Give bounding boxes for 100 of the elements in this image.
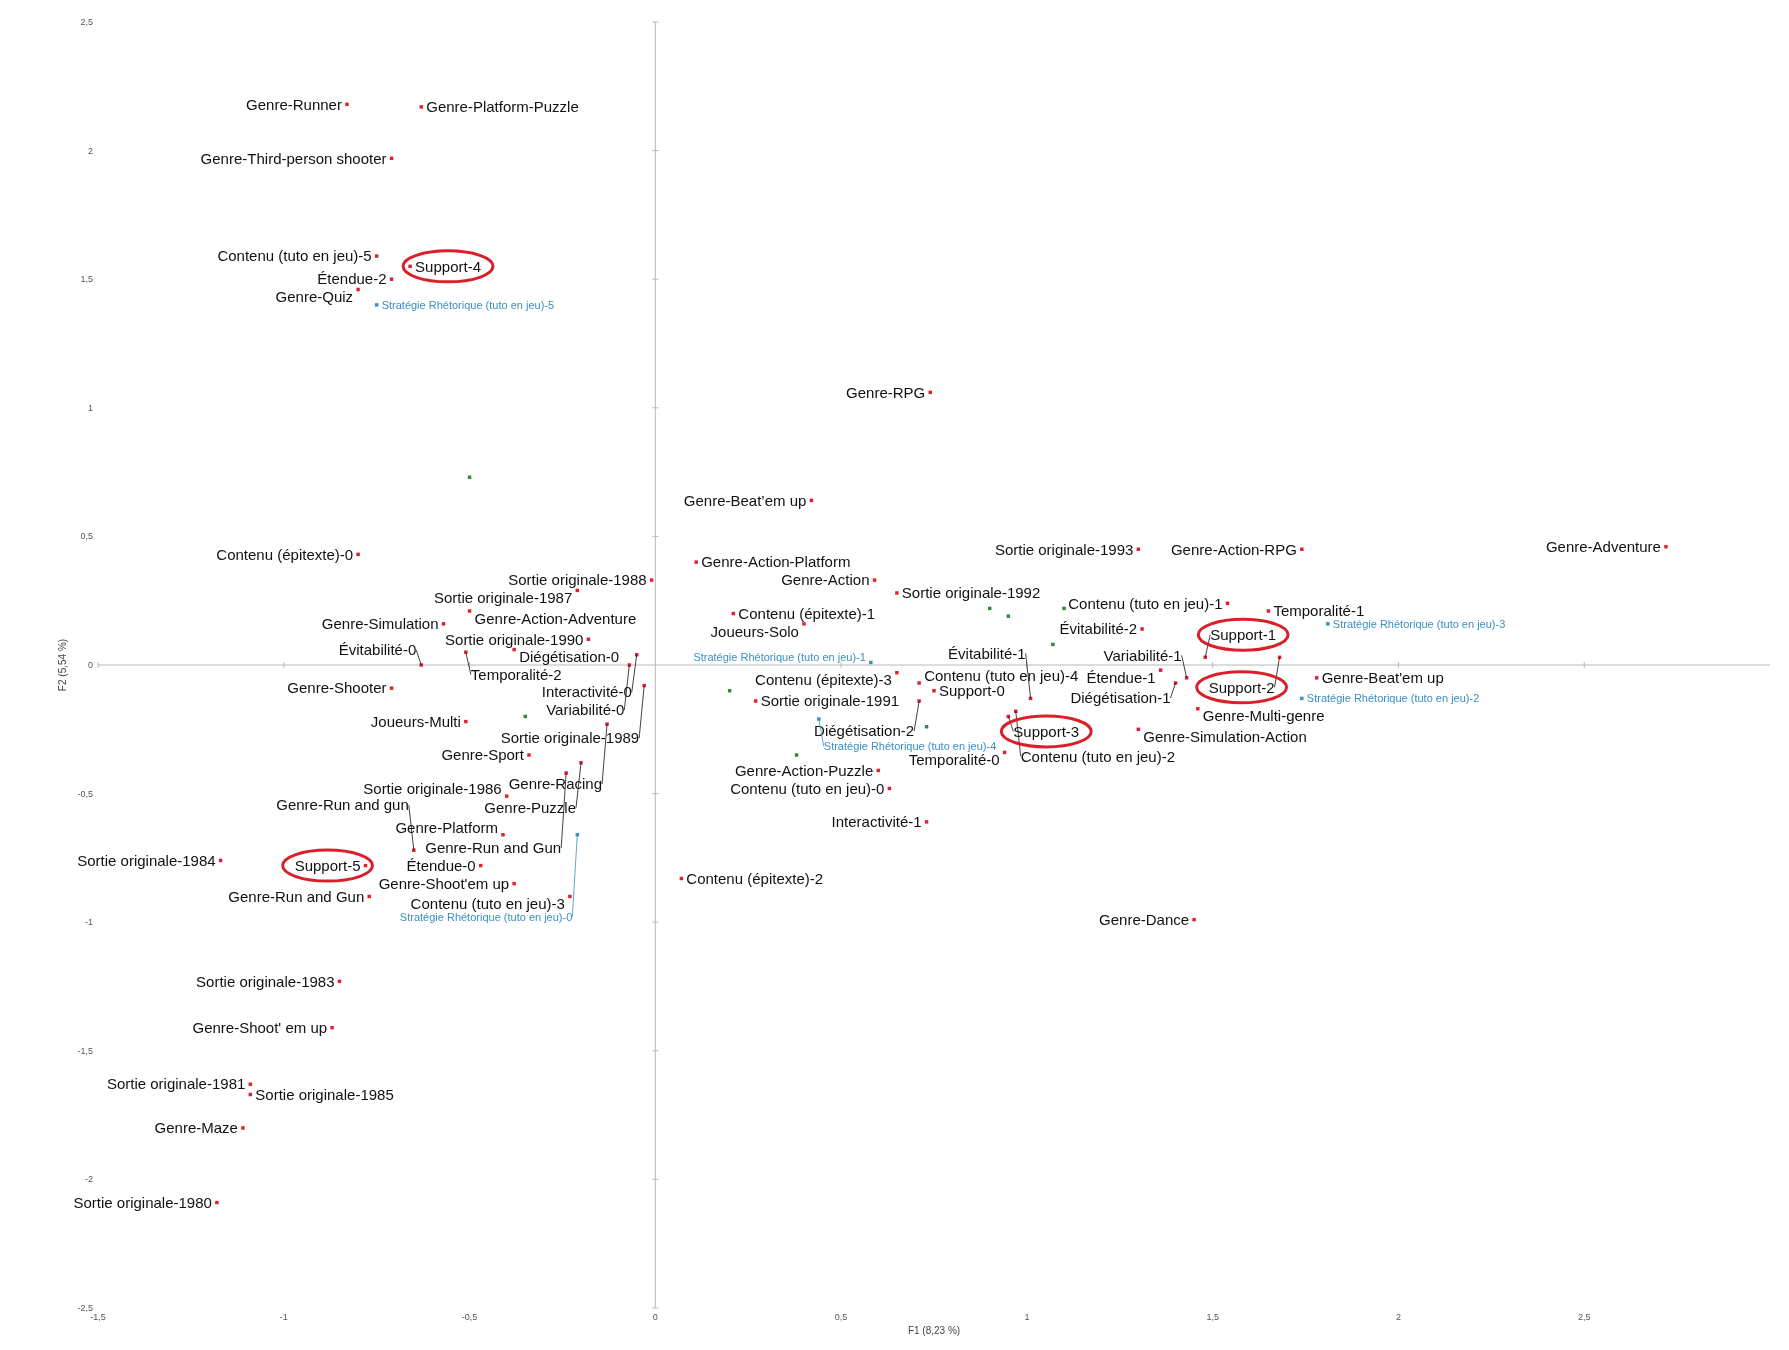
annotation: Genre-Shooter xyxy=(287,679,387,697)
y-axis-title: F2 (5,54 %) xyxy=(57,638,68,692)
annotation: Genre-Platform xyxy=(395,818,499,836)
annotation: Stratégie Rhétorique (tuto en jeu)-3 xyxy=(1332,617,1506,630)
x-tick-label: 2 xyxy=(1395,1312,1401,1322)
annotation: Genre-Third-person shooter xyxy=(200,149,387,167)
annotation: Sortie originale-1981 xyxy=(106,1075,246,1093)
annotation: Genre-Platform-Puzzle xyxy=(426,98,579,116)
y-tick-label: 2 xyxy=(87,145,93,156)
annotation: Joueurs-Solo xyxy=(710,622,799,640)
point xyxy=(817,717,821,721)
annotation: Genre-Action xyxy=(781,571,870,589)
annotation: Genre-Simulation-Action xyxy=(1143,728,1307,746)
annotation: Contenu (tuto en jeu)-0 xyxy=(730,779,885,797)
y-tick-label: -1 xyxy=(84,917,93,928)
annotation: Contenu (tuto en jeu)-1 xyxy=(1068,594,1223,612)
annotation: Interactivité-1 xyxy=(831,813,922,831)
annotation: Variabilité-0 xyxy=(546,701,625,719)
annotation: Genre-Adventure xyxy=(1545,537,1661,555)
annotation: Genre-Maze xyxy=(154,1119,238,1137)
annotation: Joueurs-Multi xyxy=(370,712,461,730)
annotation: Genre-Beat'em up xyxy=(1321,669,1444,687)
annotation: Sortie originale-1993 xyxy=(994,540,1134,558)
annotation: Genre-Action-Adventure xyxy=(474,609,637,627)
annotation: Sortie originale-1985 xyxy=(255,1085,394,1103)
annotation: Genre-Shoot'em up xyxy=(378,874,510,892)
annotation: Sortie originale-1989 xyxy=(500,729,640,747)
annotation: Interactivité-0 xyxy=(541,683,632,701)
annotation: Évitabilité-0 xyxy=(338,641,417,659)
annotation: Support-4 xyxy=(415,257,481,275)
annotation: Genre-Sport xyxy=(441,746,525,764)
y-tick-label: 0,5 xyxy=(80,531,93,542)
annotation: Support-1 xyxy=(1210,626,1277,644)
annotation: Genre-Multi-genre xyxy=(1202,707,1325,725)
annotation: Sortie originale-1988 xyxy=(508,571,647,589)
annotation: Stratégie Rhétorique (tuto en jeu)-2 xyxy=(1306,692,1480,705)
y-tick-label: 1,5 xyxy=(80,274,93,285)
annotation: Genre-Run and Gun xyxy=(425,839,562,857)
annotation: Sortie originale-1983 xyxy=(196,972,335,990)
annotation: Genre-Runner xyxy=(246,95,342,113)
point xyxy=(1006,614,1011,618)
annotation: Contenu (tuto en jeu)-3 xyxy=(410,895,565,913)
annotation: Sortie originale-1984 xyxy=(77,851,216,869)
annotation: Genre-Action-Platform xyxy=(701,553,851,571)
y-tick-label: -0,5 xyxy=(77,788,93,799)
annotation: Genre-Run and gun xyxy=(276,796,409,814)
annotation: Sortie originale-1980 xyxy=(73,1193,212,1211)
annotation: Genre-Run and Gun xyxy=(228,887,365,905)
annotation: Genre-Action-Puzzle xyxy=(734,761,874,779)
annotation: Stratégie Rhétorique (tuto en jeu)-4 xyxy=(823,740,997,753)
annotation: Contenu (épitexte)-1 xyxy=(738,604,876,622)
point xyxy=(1300,696,1304,701)
point xyxy=(1326,622,1330,626)
annotation: Étendue-1 xyxy=(1086,668,1156,686)
annotation: Sortie originale-1991 xyxy=(760,692,900,710)
x-axis-title: F1 (8,23 %) xyxy=(907,1325,961,1336)
annotation: Support-3 xyxy=(1013,722,1080,740)
x-tick-label: 1,5 xyxy=(1206,1312,1219,1322)
annotation: Temporalité-2 xyxy=(470,665,562,683)
annotation: Temporalité-1 xyxy=(1273,602,1365,620)
annotation: Contenu (épitexte)-0 xyxy=(216,545,354,563)
annotation: Stratégie Rhétorique (tuto en jeu)-5 xyxy=(381,298,555,311)
annotation: Sortie originale-1992 xyxy=(901,584,1041,602)
y-tick-label: -2,5 xyxy=(77,1303,93,1313)
x-tick-label: 1 xyxy=(1024,1312,1030,1322)
x-tick-label: -1 xyxy=(279,1312,288,1322)
x-tick-label: -0,5 xyxy=(461,1312,478,1322)
annotation: Diégétisation-0 xyxy=(519,648,620,666)
y-tick-label: -1,5 xyxy=(77,1045,93,1056)
annotation: Stratégie Rhétorique (tuto en jeu)-0 xyxy=(399,911,573,924)
annotation: Support-5 xyxy=(294,856,361,874)
annotation: Genre-Beat’em up xyxy=(683,491,807,509)
annotation: Sortie originale-1990 xyxy=(445,630,584,648)
point xyxy=(374,303,379,307)
annotation: Genre-Puzzle xyxy=(484,798,577,816)
annotation: Genre-Simulation xyxy=(321,615,439,633)
annotation: Sortie originale-1987 xyxy=(433,589,573,607)
annotation: Genre-RPG xyxy=(846,383,926,401)
y-tick-label: -2 xyxy=(84,1174,93,1185)
annotation: Genre-Quiz xyxy=(275,288,354,306)
x-tick-label: 0 xyxy=(652,1312,658,1322)
x-tick-label: 2,5 xyxy=(1577,1312,1591,1322)
annotation: Contenu (tuto en jeu)-4 xyxy=(924,666,1079,684)
y-tick-label: 0 xyxy=(87,660,93,670)
annotation: Genre-Action-RPG xyxy=(1170,540,1297,558)
annotation: Stratégie Rhétorique (tuto en jeu)-1 xyxy=(693,650,866,663)
point xyxy=(794,753,799,757)
annotation: Contenu (tuto en jeu)-2 xyxy=(1020,747,1176,765)
point xyxy=(1062,606,1066,611)
annotation: Contenu (tuto en jeu)-5 xyxy=(217,247,372,265)
annotation: Genre-Shoot' em up xyxy=(192,1018,328,1036)
point xyxy=(869,660,873,665)
annotation: Contenu (épitexte)-3 xyxy=(755,671,892,689)
y-tick-label: 2,5 xyxy=(80,17,93,27)
annotation: Diégétisation-2 xyxy=(814,722,915,740)
annotation: Sortie originale-1986 xyxy=(363,779,502,797)
annotation: Contenu (épitexte)-2 xyxy=(686,869,824,887)
annotation: Temporalité-0 xyxy=(908,751,1000,769)
point xyxy=(1051,642,1055,647)
y-tick-label: 1 xyxy=(87,402,93,413)
